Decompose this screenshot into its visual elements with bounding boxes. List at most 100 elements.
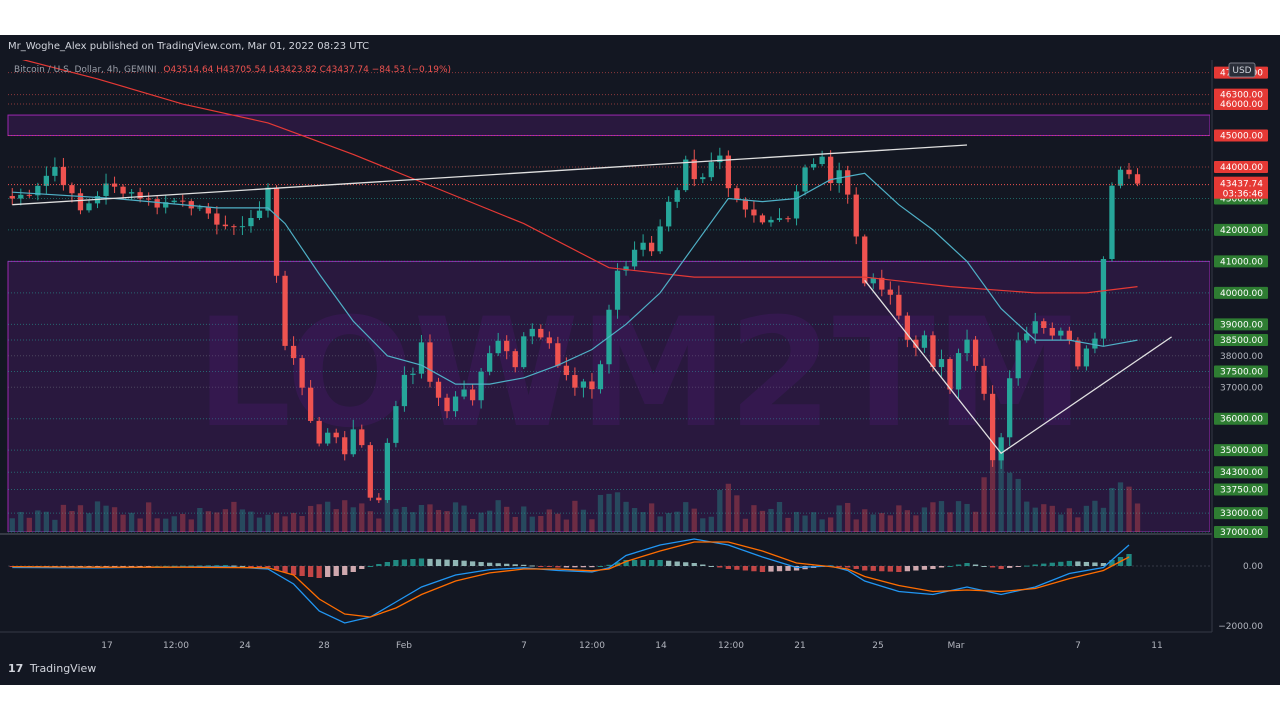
candle-body[interactable] — [631, 249, 638, 267]
candle-body[interactable] — [1117, 169, 1124, 186]
candle-body[interactable] — [810, 164, 817, 168]
candle-body[interactable] — [77, 193, 84, 211]
candle-body[interactable] — [700, 177, 706, 180]
candle-body[interactable] — [214, 213, 220, 225]
candle-body[interactable] — [512, 351, 518, 368]
candle-body[interactable] — [597, 364, 604, 390]
candle-body[interactable] — [947, 359, 953, 390]
candle-body[interactable] — [1032, 321, 1038, 334]
candle-body[interactable] — [580, 381, 587, 388]
candle-body[interactable] — [307, 387, 314, 421]
candle-body[interactable] — [563, 365, 570, 376]
candle-body[interactable] — [256, 210, 263, 218]
candle-body[interactable] — [452, 396, 459, 412]
candle-body[interactable] — [657, 226, 663, 252]
candle-body[interactable] — [870, 277, 876, 284]
candle-body[interactable] — [1075, 340, 1081, 367]
tradingview-brand[interactable]: 17 TradingView — [8, 662, 96, 675]
candle-body[interactable] — [1126, 169, 1132, 175]
candle-body[interactable] — [555, 343, 561, 366]
candle-body[interactable] — [367, 445, 373, 498]
candle-body[interactable] — [316, 420, 322, 444]
candle-body[interactable] — [572, 375, 578, 388]
candle-body[interactable] — [1049, 327, 1055, 336]
candle-body[interactable] — [282, 275, 288, 346]
candle-body[interactable] — [120, 186, 126, 194]
candle-body[interactable] — [887, 289, 893, 295]
candle-body[interactable] — [819, 156, 825, 165]
candle-body[interactable] — [972, 339, 979, 366]
candle-body[interactable] — [18, 194, 24, 199]
candle-body[interactable] — [461, 389, 467, 397]
candle-body[interactable] — [589, 381, 595, 390]
candle-body[interactable] — [845, 170, 851, 195]
candle-body[interactable] — [495, 340, 501, 354]
candle-body[interactable] — [418, 342, 425, 374]
candle-body[interactable] — [43, 175, 50, 186]
candle-body[interactable] — [785, 218, 791, 220]
candle-body[interactable] — [478, 371, 484, 401]
candle-body[interactable] — [691, 159, 697, 180]
candle-body[interactable] — [1024, 333, 1030, 341]
candle-body[interactable] — [683, 159, 689, 191]
candle-body[interactable] — [171, 200, 177, 203]
candle-body[interactable] — [725, 155, 731, 189]
candle-body[interactable] — [384, 442, 390, 501]
candle-body[interactable] — [1083, 348, 1090, 367]
candle-body[interactable] — [896, 294, 902, 316]
candle-body[interactable] — [1041, 321, 1047, 328]
candle-body[interactable] — [521, 336, 527, 368]
candle-body[interactable] — [921, 335, 928, 348]
trendline-drawing[interactable] — [864, 279, 1172, 455]
candle-body[interactable] — [1015, 340, 1021, 379]
candle-body[interactable] — [35, 185, 41, 196]
candle-body[interactable] — [265, 187, 271, 211]
candle-body[interactable] — [163, 202, 169, 208]
candle-body[interactable] — [52, 166, 58, 176]
candle-body[interactable] — [938, 359, 945, 368]
candle-body[interactable] — [640, 242, 646, 250]
candle-body[interactable] — [231, 226, 237, 228]
candle-body[interactable] — [103, 183, 109, 197]
candle-body[interactable] — [128, 192, 135, 194]
candle-body[interactable] — [853, 194, 859, 237]
candle-body[interactable] — [427, 342, 433, 382]
candle-body[interactable] — [828, 156, 834, 184]
candle-body[interactable] — [964, 339, 970, 354]
candle-body[interactable] — [9, 196, 15, 199]
candle-body[interactable] — [793, 191, 800, 219]
candle-body[interactable] — [137, 192, 143, 199]
candle-body[interactable] — [717, 155, 723, 163]
candle-body[interactable] — [487, 353, 493, 372]
candle-body[interactable] — [648, 242, 655, 252]
currency-badge[interactable] — [1228, 62, 1256, 78]
candle-body[interactable] — [393, 406, 399, 443]
candle-body[interactable] — [904, 315, 911, 340]
candle-body[interactable] — [955, 353, 962, 390]
candle-body[interactable] — [299, 358, 305, 388]
candle-body[interactable] — [401, 374, 408, 407]
candle-body[interactable] — [69, 185, 75, 194]
candle-body[interactable] — [862, 236, 868, 284]
candle-body[interactable] — [981, 365, 987, 394]
candle-body[interactable] — [504, 340, 510, 352]
candle-body[interactable] — [290, 345, 297, 359]
candle-body[interactable] — [197, 207, 203, 209]
candle-body[interactable] — [913, 339, 919, 348]
candle-body[interactable] — [1134, 174, 1141, 184]
candle-body[interactable] — [1007, 378, 1013, 438]
candle-body[interactable] — [1109, 185, 1115, 260]
candle-body[interactable] — [359, 429, 365, 446]
candle-body[interactable] — [768, 219, 774, 223]
symbol-legend[interactable]: Bitcoin / U.S. Dollar, 4h, GEMINI O43514… — [14, 65, 451, 75]
candle-body[interactable] — [222, 224, 229, 227]
candle-body[interactable] — [546, 337, 552, 344]
candle-body[interactable] — [469, 389, 476, 401]
candle-body[interactable] — [248, 217, 254, 227]
candle-body[interactable] — [111, 183, 118, 187]
candle-body[interactable] — [342, 437, 348, 455]
candle-body[interactable] — [188, 201, 194, 209]
candle-body[interactable] — [529, 328, 535, 337]
candle-body[interactable] — [325, 432, 331, 444]
